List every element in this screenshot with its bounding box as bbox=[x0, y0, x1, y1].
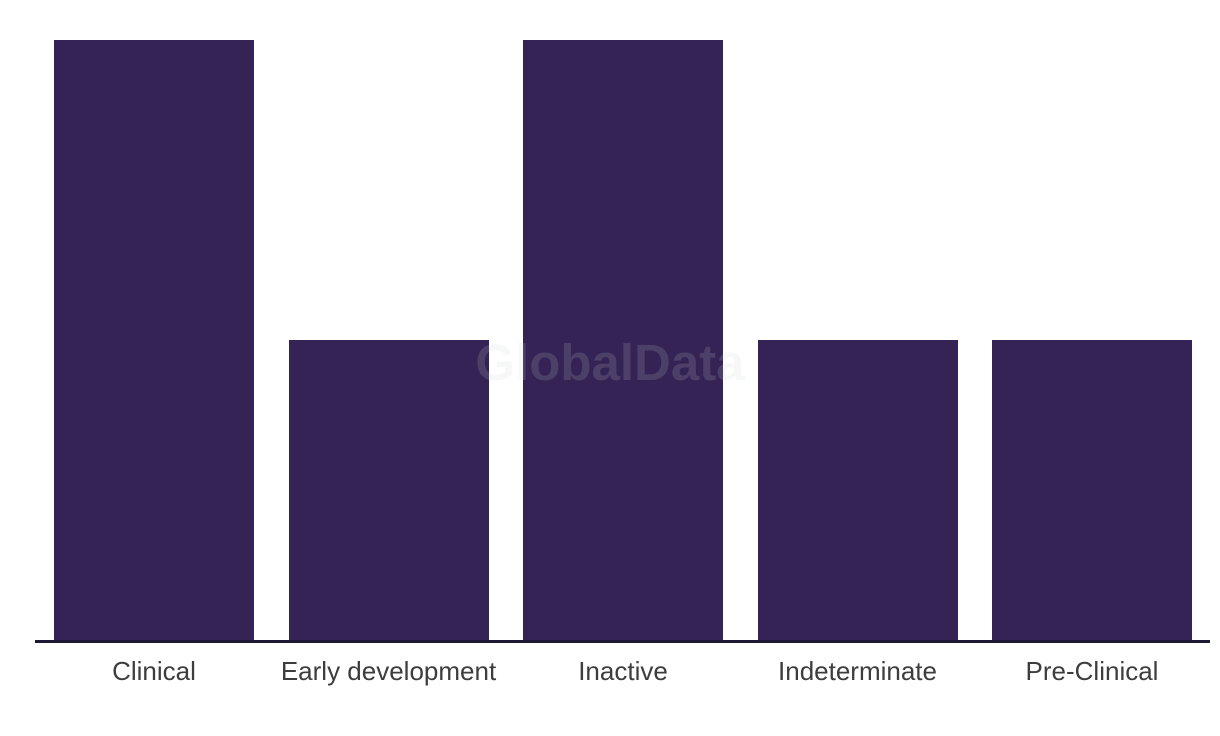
category-label-clinical: Clinical bbox=[112, 656, 196, 686]
bar-clinical[interactable] bbox=[54, 40, 254, 640]
bar-pre-clinical[interactable] bbox=[992, 340, 1192, 640]
category-label-pre-clinical: Pre-Clinical bbox=[1025, 656, 1159, 686]
bar-early-development[interactable] bbox=[288, 340, 489, 640]
bar-inactive[interactable] bbox=[523, 40, 723, 640]
bar-indeterminate[interactable] bbox=[757, 340, 958, 640]
category-label-inactive: Inactive bbox=[578, 656, 668, 686]
category-label-indeterminate: Indeterminate bbox=[778, 656, 937, 686]
category-label-early-development: Early development bbox=[280, 656, 497, 686]
x-axis-line bbox=[35, 640, 1210, 643]
